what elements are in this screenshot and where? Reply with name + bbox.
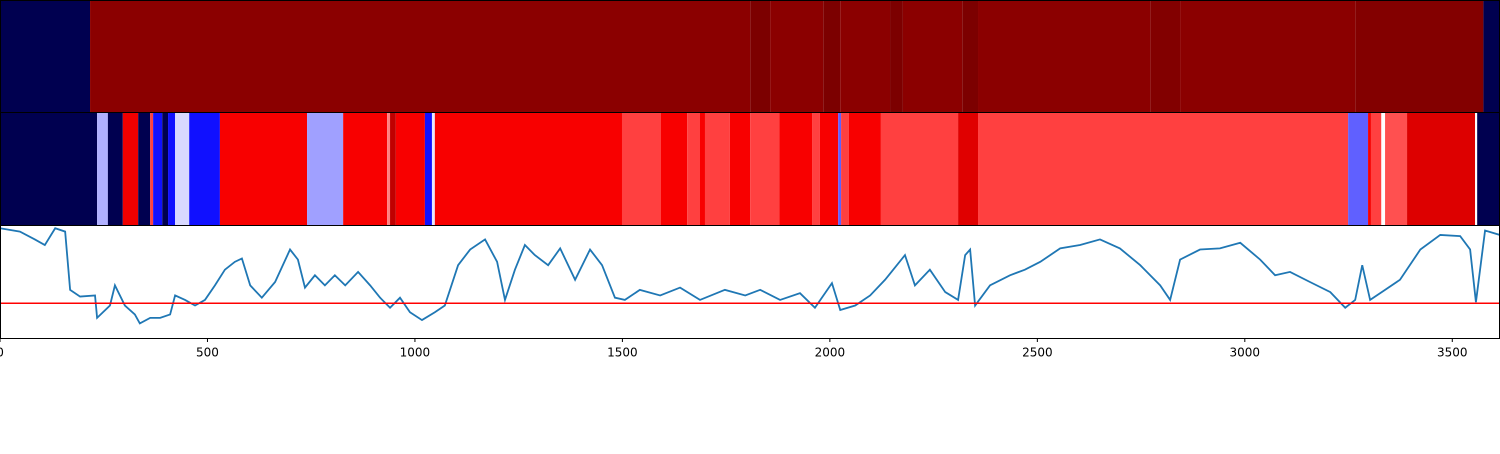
strip-segment [840, 1, 891, 112]
strip-segment [838, 113, 842, 225]
strip-segment [770, 1, 824, 112]
strip-segment [1407, 113, 1476, 225]
panel-frame [0, 225, 1500, 339]
x-tick-label: 3000 [1230, 346, 1261, 360]
strip-segment [1477, 113, 1500, 225]
strip-segment [750, 113, 780, 225]
strip-segment [395, 113, 425, 225]
strip-segment [387, 113, 391, 225]
strip-segment [819, 113, 839, 225]
strip-segment [890, 1, 903, 112]
strip-segment [97, 113, 108, 225]
strip-segment [107, 113, 123, 225]
strip-segment [660, 113, 688, 225]
strip-segment [307, 113, 344, 225]
strip-segment [434, 113, 622, 225]
strip-segment [1385, 113, 1408, 225]
x-tick-label: 1500 [607, 346, 638, 360]
strip-segment [168, 113, 176, 225]
strip-segment [779, 113, 813, 225]
strip-segment [153, 113, 163, 225]
strip-segment [1370, 113, 1382, 225]
strip-segment [122, 113, 139, 225]
x-tick-label: 1000 [400, 346, 431, 360]
strip-segment [219, 113, 308, 225]
strip-segment [1483, 1, 1500, 112]
strip-segment [1475, 113, 1478, 225]
strip-segment [0, 113, 98, 225]
x-tick-label: 2000 [815, 346, 846, 360]
strip-segment [729, 113, 751, 225]
strip-segment [1150, 1, 1181, 112]
strip-segment [978, 113, 1349, 225]
strip-segment [431, 113, 435, 225]
strip-segment [424, 113, 432, 225]
strip-segment [175, 113, 190, 225]
strip-segment [138, 113, 151, 225]
strip-segment [0, 1, 91, 112]
strip-segment [1381, 113, 1386, 225]
strip-segment [1368, 113, 1371, 225]
strip-segment [621, 113, 661, 225]
strip-segment [978, 1, 1151, 112]
strip-segment [150, 113, 154, 225]
x-tick-label: 500 [196, 346, 219, 360]
strip-segment [687, 113, 700, 225]
strip-segment [90, 1, 751, 112]
strip-segment [823, 1, 841, 112]
strip-segment [880, 113, 959, 225]
strip-segment [812, 113, 820, 225]
strip-segment [902, 1, 963, 112]
strip-segment [390, 113, 396, 225]
strip-segment [162, 113, 169, 225]
strip-segment [958, 113, 979, 225]
strip-segment [848, 113, 881, 225]
strip-segment [1355, 1, 1484, 112]
strip-segment [700, 113, 705, 225]
strip-segment [1180, 1, 1356, 112]
strip-segment [962, 1, 979, 112]
strip-segment [841, 113, 849, 225]
strip-segment [704, 113, 730, 225]
x-tick-label: 3500 [1437, 346, 1468, 360]
x-tick-label: 0 [0, 346, 4, 360]
x-tick-label: 2500 [1022, 346, 1053, 360]
line [0, 227, 1500, 325]
strip-segment [343, 113, 388, 225]
strip-segment [189, 113, 220, 225]
strip-segment [1348, 113, 1369, 225]
strip-segment [750, 1, 771, 112]
